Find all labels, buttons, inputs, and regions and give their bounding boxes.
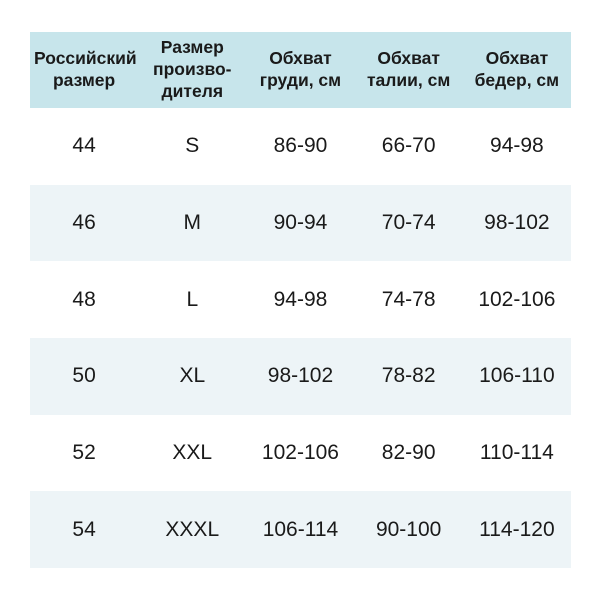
header-manufacturer-size: Размер произво- дителя — [138, 32, 247, 108]
cell-manufacturer-size: XL — [179, 364, 206, 388]
cell-chest-girth: 98-102 — [267, 364, 334, 388]
cell-russian-size: 46 — [72, 210, 96, 234]
table-row-48: 48 L 94-98 74-78 102-106 — [30, 261, 571, 338]
cell-russian-size: 52 — [72, 440, 96, 464]
table-row-46: 46 M 90-94 70-74 98-102 — [30, 184, 571, 262]
header-russian-size: Российский размер — [30, 32, 139, 108]
table-body: 44 S 86-90 66-70 94-98 46 M 90-94 70-74 … — [30, 108, 571, 568]
cell-chest-girth: 106-114 — [262, 517, 339, 541]
header-chest-girth: Обхват груди, см — [246, 32, 355, 108]
cell-russian-size: 48 — [72, 287, 96, 311]
cell-waist-girth: 70-74 — [381, 210, 436, 234]
cell-russian-size: 44 — [72, 134, 96, 158]
table-row-52: 52 XXL 102-106 82-90 110-114 — [30, 414, 571, 492]
table-row-44: 44 S 86-90 66-70 94-98 — [30, 108, 571, 185]
cell-russian-size: 54 — [72, 517, 96, 541]
cell-manufacturer-size: XXL — [172, 440, 213, 464]
cell-russian-size: 50 — [72, 364, 96, 388]
header-hip-girth: Обхват бедер, см — [462, 32, 571, 108]
cell-chest-girth: 90-94 — [273, 210, 328, 234]
cell-waist-girth: 78-82 — [381, 364, 436, 388]
cell-hip-girth: 110-114 — [479, 440, 554, 464]
table-row-50: 50 XL 98-102 78-82 106-110 — [30, 337, 571, 415]
cell-hip-girth: 114-120 — [479, 517, 555, 541]
cell-chest-girth: 102-106 — [261, 440, 339, 464]
header-row: Российский размер Размер произво- дителя… — [30, 32, 571, 108]
cell-waist-girth: 74-78 — [381, 287, 436, 311]
size-chart-table: Российский размер Размер произво- дителя… — [30, 32, 571, 568]
table-header: Российский размер Размер произво- дителя… — [30, 32, 571, 108]
cell-manufacturer-size: M — [183, 210, 202, 234]
cell-chest-girth: 86-90 — [273, 134, 328, 158]
cell-manufacturer-size: S — [185, 134, 200, 158]
cell-manufacturer-size: L — [186, 287, 199, 311]
cell-waist-girth: 66-70 — [381, 134, 436, 158]
cell-waist-girth: 82-90 — [381, 440, 436, 464]
header-waist-girth: Обхват талии, см — [354, 32, 463, 108]
cell-hip-girth: 94-98 — [490, 134, 544, 158]
cell-hip-girth: 98-102 — [484, 210, 550, 234]
table-row-54: 54 XXXL 106-114 90-100 114-120 — [30, 491, 571, 568]
cell-chest-girth: 94-98 — [273, 287, 328, 311]
cell-waist-girth: 90-100 — [375, 517, 442, 541]
cell-manufacturer-size: XXXL — [165, 517, 220, 541]
cell-hip-girth: 102-106 — [478, 287, 556, 311]
cell-hip-girth: 106-110 — [479, 364, 555, 388]
